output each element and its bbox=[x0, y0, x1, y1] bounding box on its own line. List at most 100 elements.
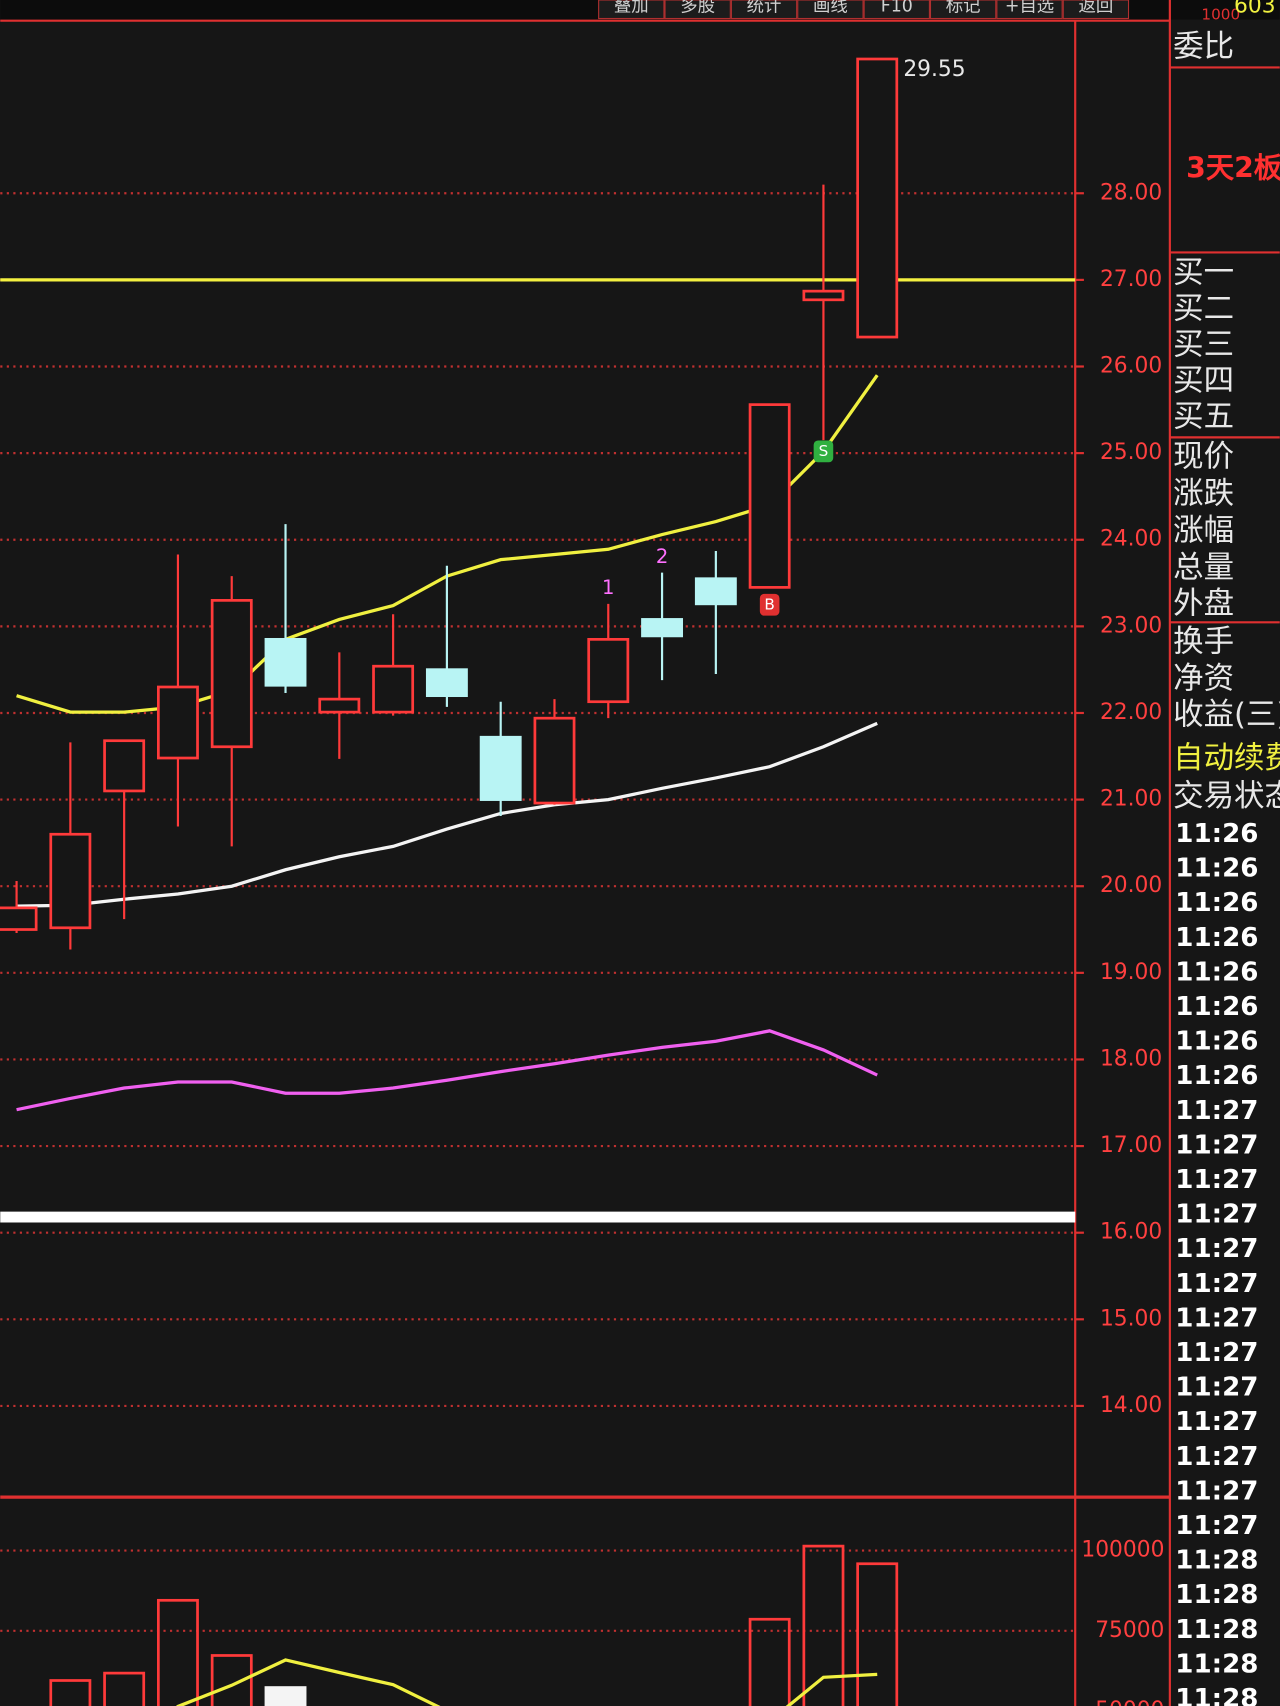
trade-time: 11:27 bbox=[1175, 1373, 1258, 1403]
trade-time: 11:26 bbox=[1175, 1027, 1258, 1057]
candle-body bbox=[748, 403, 791, 589]
candle-body bbox=[694, 577, 737, 606]
side-label: 委比 bbox=[1173, 29, 1234, 64]
trade-time: 11:27 bbox=[1175, 1165, 1258, 1195]
volume-bar bbox=[264, 1686, 307, 1706]
side-label: 涨跌 bbox=[1173, 477, 1234, 512]
side-label: 买一 bbox=[1173, 256, 1234, 291]
trade-time: 11:27 bbox=[1175, 1511, 1258, 1541]
side-label: 换手 bbox=[1173, 625, 1234, 660]
y-tick-label: 27.00 bbox=[1100, 267, 1162, 292]
y-tick-label: 21.00 bbox=[1100, 787, 1162, 812]
y-tick-label: 25.00 bbox=[1100, 440, 1162, 465]
candle-body bbox=[587, 637, 630, 704]
toolbar-button[interactable] bbox=[598, 0, 665, 20]
candle-body bbox=[103, 739, 146, 793]
ma-line bbox=[16, 721, 878, 908]
candle-body bbox=[372, 664, 415, 714]
candle-body bbox=[0, 906, 38, 931]
candle-body bbox=[802, 289, 845, 302]
signal-label: S bbox=[819, 442, 829, 460]
toolbar-label[interactable]: 多股 bbox=[680, 0, 715, 17]
toolbar-label[interactable]: F10 bbox=[881, 0, 913, 17]
signal-badge bbox=[759, 593, 780, 616]
candle-body bbox=[210, 599, 253, 749]
trade-time: 11:28 bbox=[1175, 1649, 1258, 1679]
ma-line bbox=[16, 1029, 878, 1112]
y-tick-label: 28.00 bbox=[1100, 180, 1162, 205]
trade-time: 11:28 bbox=[1175, 1615, 1258, 1645]
toolbar-button[interactable] bbox=[996, 0, 1063, 20]
volume-bar bbox=[156, 1598, 199, 1706]
y-tick-label: 22.00 bbox=[1100, 700, 1162, 725]
trade-time: 11:28 bbox=[1175, 1546, 1258, 1576]
toolbar-label[interactable]: 统计 bbox=[747, 0, 782, 17]
volume-bar bbox=[49, 1679, 92, 1706]
signal-badge bbox=[813, 440, 834, 463]
side-tag: 3天2板 bbox=[1186, 152, 1280, 185]
volume-ma-line bbox=[175, 1658, 878, 1706]
side-label: 外盘 bbox=[1173, 586, 1234, 621]
side-label: 买二 bbox=[1173, 292, 1234, 327]
toolbar-button[interactable] bbox=[730, 0, 798, 20]
candle-body bbox=[156, 685, 199, 760]
candle-body bbox=[479, 735, 522, 801]
side-label: 现价 bbox=[1173, 440, 1234, 475]
toolbar-label[interactable]: 叠加 bbox=[614, 0, 649, 17]
side-label: 总量 bbox=[1173, 551, 1234, 586]
toolbar-button[interactable] bbox=[797, 0, 864, 20]
toolbar-button[interactable] bbox=[664, 0, 731, 20]
volume-bar bbox=[802, 1544, 845, 1706]
side-label: 涨幅 bbox=[1173, 514, 1234, 549]
trade-time: 11:27 bbox=[1175, 1407, 1258, 1437]
toolbar-button[interactable] bbox=[929, 0, 997, 20]
toolbar-label[interactable]: +自选 bbox=[1005, 0, 1054, 17]
toolbar-button[interactable] bbox=[1062, 0, 1130, 20]
trade-time: 11:26 bbox=[1175, 819, 1258, 849]
candle-body bbox=[856, 57, 899, 339]
y-tick-label: 16.00 bbox=[1100, 1220, 1162, 1245]
trade-time: 11:27 bbox=[1175, 1234, 1258, 1264]
volume-bar bbox=[103, 1671, 146, 1706]
side-status: 自动续费 bbox=[1173, 741, 1280, 776]
candle-body bbox=[641, 618, 684, 638]
trade-time: 11:27 bbox=[1175, 1442, 1258, 1472]
volume-bar bbox=[748, 1617, 791, 1706]
y-tick-label: 23.00 bbox=[1100, 613, 1162, 638]
y-tick-label: 20.00 bbox=[1100, 873, 1162, 898]
signal-label: B bbox=[764, 595, 774, 613]
candle-body bbox=[49, 832, 92, 930]
y-tick-label: 18.00 bbox=[1100, 1046, 1162, 1071]
candle-body bbox=[425, 668, 468, 698]
trade-time: 11:26 bbox=[1175, 888, 1258, 918]
trade-time: 11:26 bbox=[1175, 957, 1258, 987]
side-label: 买四 bbox=[1173, 363, 1234, 398]
y-tick-label: 24.00 bbox=[1100, 527, 1162, 552]
trade-time: 11:27 bbox=[1175, 1269, 1258, 1299]
side-label: 净资 bbox=[1173, 662, 1234, 697]
y-tick-label: 14.00 bbox=[1100, 1393, 1162, 1418]
side-status: 交易状态 bbox=[1173, 779, 1280, 814]
trade-time: 11:26 bbox=[1175, 992, 1258, 1022]
volume-tick-label: 100000 bbox=[1081, 1538, 1164, 1563]
trade-time: 11:27 bbox=[1175, 1130, 1258, 1160]
trade-time: 11:28 bbox=[1175, 1580, 1258, 1610]
trade-time: 11:26 bbox=[1175, 854, 1258, 884]
toolbar-label[interactable]: 标记 bbox=[946, 0, 981, 17]
trade-time: 11:27 bbox=[1175, 1303, 1258, 1333]
trade-time: 11:27 bbox=[1175, 1096, 1258, 1126]
y-tick-label: 15.00 bbox=[1100, 1306, 1162, 1331]
candle-body bbox=[318, 697, 361, 714]
side-label: 收益(三) bbox=[1173, 697, 1280, 732]
toolbar-button[interactable] bbox=[863, 0, 930, 20]
volume-tick-label: 50000 bbox=[1095, 1698, 1164, 1706]
toolbar-label[interactable]: 返回 bbox=[1078, 0, 1113, 17]
trade-time: 11:27 bbox=[1175, 1200, 1258, 1230]
y-tick-label: 26.00 bbox=[1100, 354, 1162, 379]
toolbar-label[interactable]: 画线 bbox=[813, 0, 848, 17]
high-label: 29.55 bbox=[903, 57, 965, 82]
